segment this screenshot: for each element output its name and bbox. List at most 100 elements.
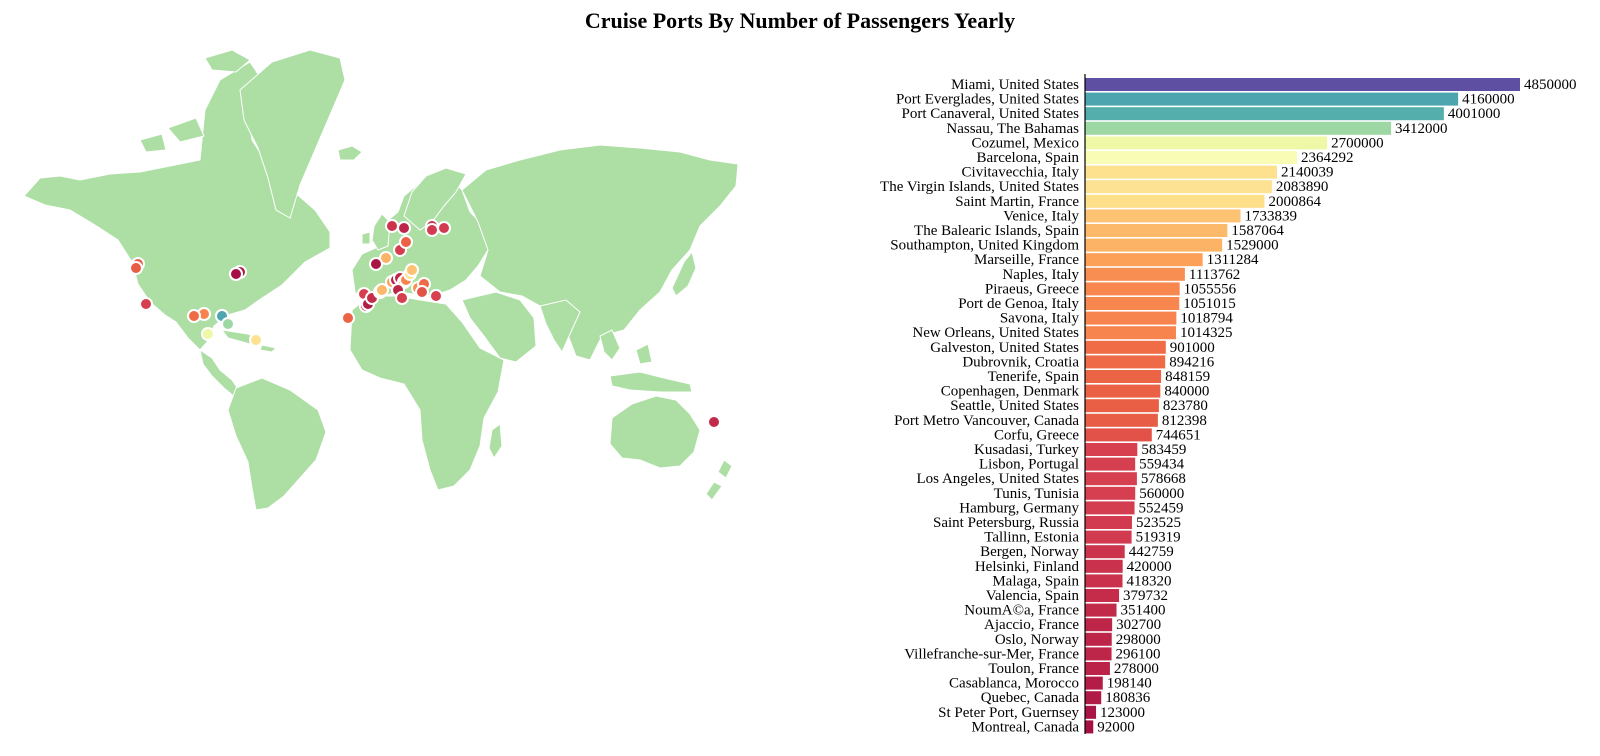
bar[interactable]: [1085, 720, 1094, 734]
port-marker[interactable]: [187, 309, 201, 323]
bar[interactable]: [1085, 647, 1112, 661]
port-marker[interactable]: [405, 263, 419, 277]
bar[interactable]: [1085, 691, 1102, 705]
value-label: 278000: [1114, 661, 1159, 677]
category-label: New Orleans, United States: [912, 325, 1079, 341]
value-label: 848159: [1165, 369, 1210, 385]
category-label: St Peter Port, Guernsey: [938, 705, 1079, 721]
australia-landmass: [609, 395, 701, 469]
category-label: Galveston, United States: [930, 340, 1079, 356]
category-label: Toulon, France: [988, 661, 1079, 677]
category-label: Barcelona, Spain: [977, 150, 1080, 166]
bar[interactable]: [1085, 165, 1277, 179]
bar[interactable]: [1085, 501, 1135, 515]
category-label: Venice, Italy: [1003, 208, 1079, 224]
bar[interactable]: [1085, 370, 1162, 383]
japan-landmass: [671, 250, 697, 297]
bar[interactable]: [1085, 107, 1444, 121]
bar[interactable]: [1085, 662, 1110, 675]
category-label: Miami, United States: [951, 77, 1079, 93]
bar[interactable]: [1085, 457, 1136, 471]
bar[interactable]: [1085, 282, 1180, 296]
bar[interactable]: [1085, 589, 1120, 602]
bar[interactable]: [1085, 297, 1180, 310]
category-label: Port Canaveral, United States: [902, 106, 1080, 122]
category-label: Port de Genoa, Italy: [958, 296, 1079, 312]
category-label: Tallinn, Estonia: [984, 530, 1079, 546]
value-label: 302700: [1116, 617, 1161, 633]
bar[interactable]: [1085, 340, 1166, 354]
category-label: Seattle, United States: [950, 398, 1079, 414]
port-marker[interactable]: [399, 235, 413, 249]
bar[interactable]: [1085, 472, 1137, 486]
bar[interactable]: [1085, 224, 1228, 237]
bar[interactable]: [1085, 413, 1158, 427]
port-marker[interactable]: [707, 415, 721, 429]
port-marker[interactable]: [397, 221, 411, 235]
bar[interactable]: [1085, 151, 1298, 164]
bar[interactable]: [1085, 632, 1112, 646]
bar[interactable]: [1085, 209, 1241, 223]
bar[interactable]: [1085, 559, 1123, 573]
port-marker[interactable]: [249, 333, 263, 347]
port-marker[interactable]: [379, 251, 393, 265]
value-label: 298000: [1116, 632, 1161, 648]
bar[interactable]: [1085, 355, 1166, 369]
asia-landmass: [461, 144, 739, 361]
bar[interactable]: [1085, 194, 1265, 208]
bar[interactable]: [1085, 136, 1328, 150]
category-label: Lisbon, Portugal: [979, 457, 1079, 473]
category-label: Saint Petersburg, Russia: [933, 515, 1079, 531]
bar[interactable]: [1085, 180, 1272, 194]
port-marker[interactable]: [139, 297, 153, 311]
port-marker[interactable]: [375, 283, 389, 297]
bar[interactable]: [1085, 574, 1123, 588]
category-label: Montreal, Canada: [972, 719, 1080, 735]
bar[interactable]: [1085, 326, 1176, 340]
port-marker[interactable]: [429, 289, 443, 303]
bar[interactable]: [1085, 238, 1223, 252]
bar[interactable]: [1085, 676, 1103, 690]
bar[interactable]: [1085, 92, 1459, 106]
value-label: 92000: [1097, 719, 1135, 735]
southeast-asia-landmass: [599, 329, 693, 393]
bar[interactable]: [1085, 705, 1097, 719]
value-label: 2000864: [1268, 194, 1321, 210]
iceland-landmass: [337, 145, 363, 161]
value-label: 2364292: [1301, 150, 1354, 166]
bar[interactable]: [1085, 428, 1152, 442]
bar[interactable]: [1085, 486, 1136, 500]
category-label: Piraeus, Greece: [985, 281, 1079, 297]
bar[interactable]: [1085, 545, 1125, 559]
bar[interactable]: [1085, 253, 1203, 267]
port-marker[interactable]: [415, 285, 429, 299]
bar[interactable]: [1085, 399, 1159, 413]
value-label: 823780: [1163, 398, 1208, 414]
value-label: 4850000: [1524, 77, 1577, 93]
bar[interactable]: [1085, 603, 1117, 617]
bar[interactable]: [1085, 121, 1392, 135]
bar[interactable]: [1085, 384, 1161, 398]
port-marker[interactable]: [129, 261, 143, 275]
port-marker[interactable]: [229, 267, 243, 281]
port-marker[interactable]: [369, 257, 383, 271]
south-america-landmass: [227, 377, 327, 511]
port-marker[interactable]: [341, 311, 355, 325]
bar[interactable]: [1085, 78, 1520, 91]
bar[interactable]: [1085, 311, 1177, 325]
port-marker[interactable]: [437, 221, 451, 235]
bar[interactable]: [1085, 443, 1138, 456]
bar[interactable]: [1085, 618, 1113, 632]
bar[interactable]: [1085, 516, 1132, 529]
value-label: 4160000: [1462, 92, 1515, 108]
value-label: 1529000: [1226, 238, 1279, 254]
port-marker[interactable]: [201, 327, 215, 341]
port-marker[interactable]: [395, 291, 409, 305]
port-marker[interactable]: [221, 317, 235, 331]
british-isles-landmass: [361, 213, 391, 251]
value-label: 744651: [1156, 427, 1201, 443]
bar[interactable]: [1085, 267, 1185, 281]
value-label: 578668: [1141, 471, 1186, 487]
bar[interactable]: [1085, 530, 1132, 544]
